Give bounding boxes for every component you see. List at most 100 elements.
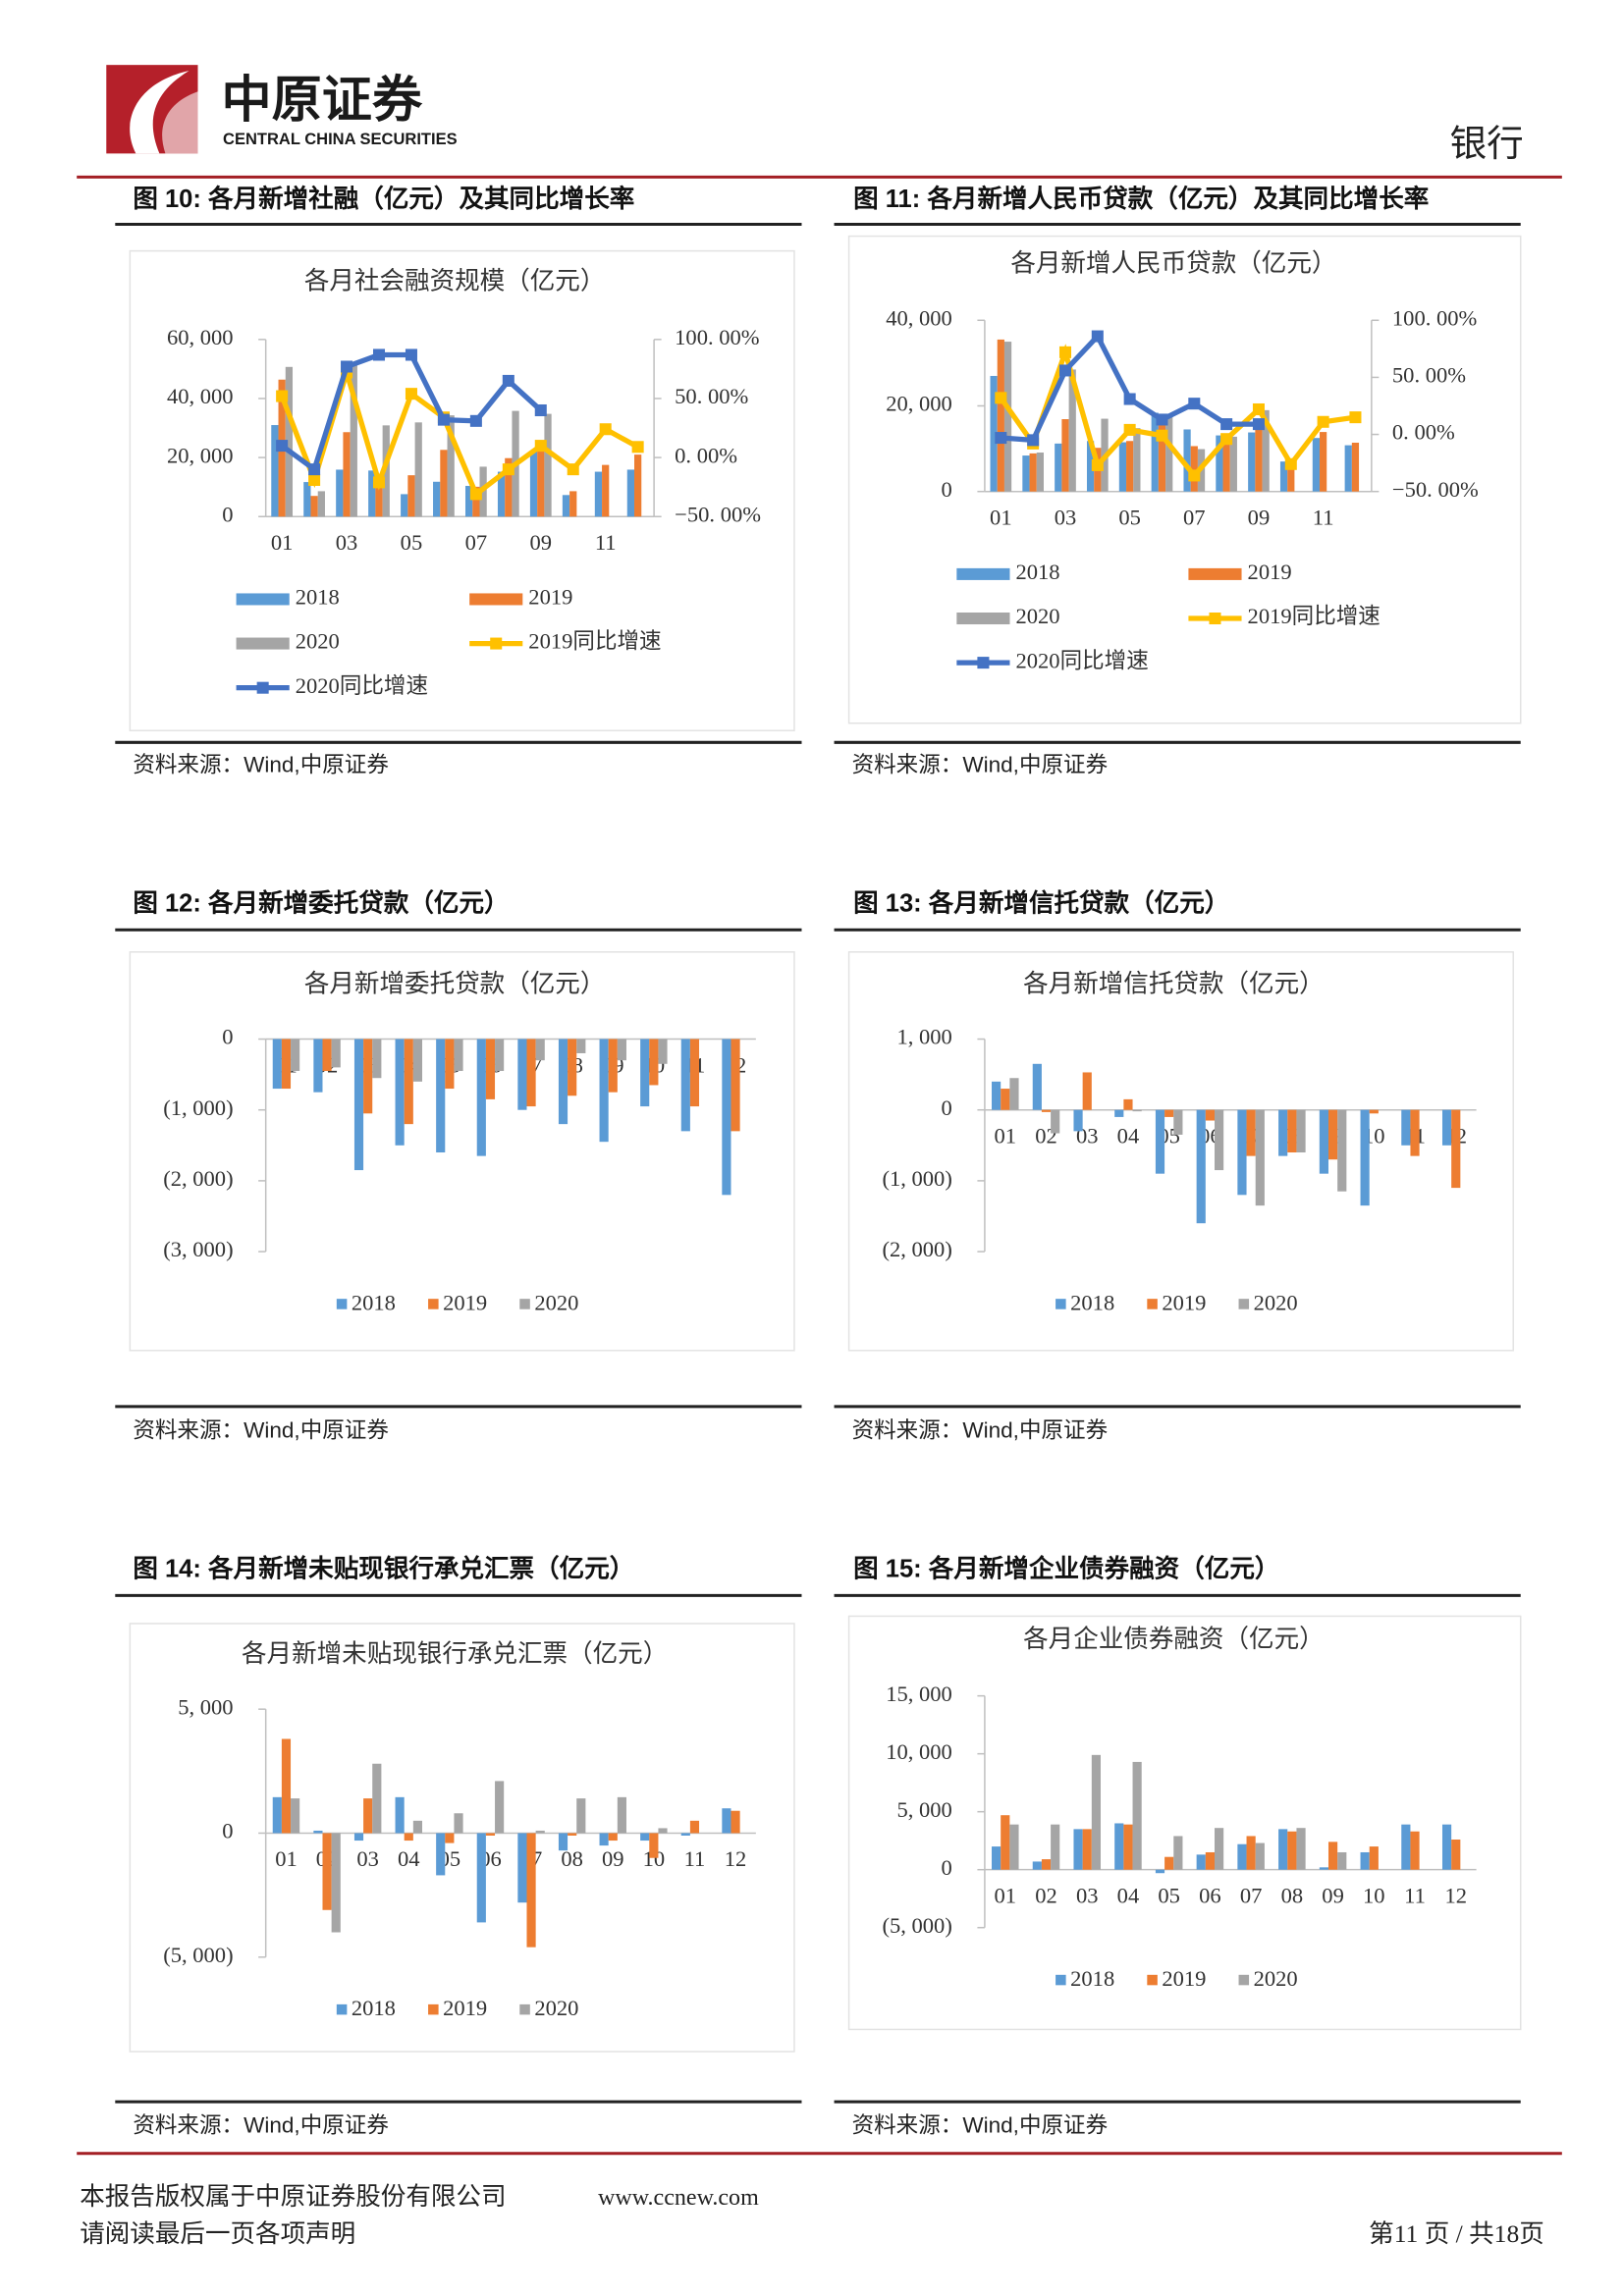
bar (1369, 1109, 1379, 1114)
bar (322, 1833, 332, 1910)
legend-swatch (1188, 567, 1242, 580)
bar (472, 486, 480, 517)
bar (1164, 1856, 1174, 1870)
x-tick-label: 07 (465, 530, 488, 555)
figure-caption: 图 11: 各月新增人民币贷款（亿元）及其同比增长率 (853, 185, 1429, 213)
figure-caption: 图 12: 各月新增委托贷款（亿元） (133, 888, 509, 917)
legend-label: 2019 (443, 1290, 487, 1314)
bar (1401, 1824, 1411, 1870)
line-series (279, 363, 639, 499)
bar (990, 375, 998, 492)
y2-tick-label: 50. 00% (1392, 363, 1466, 388)
x-tick-label: 05 (1118, 505, 1141, 529)
bar (1009, 1078, 1019, 1110)
chart-title: 各月社会融资规模（亿元） (304, 267, 606, 295)
bar (608, 1039, 618, 1093)
line-marker (276, 440, 289, 453)
bar (1337, 1851, 1347, 1870)
bar (285, 366, 294, 517)
bar (1287, 462, 1295, 492)
bar (1032, 1861, 1042, 1870)
line-marker (1091, 330, 1104, 343)
bar (1082, 1072, 1092, 1110)
logo-text: 中原证券 (222, 72, 423, 128)
bar (1278, 1829, 1288, 1870)
bar (1262, 409, 1270, 492)
line-marker (405, 348, 417, 361)
bar (626, 469, 635, 517)
chart-title: 各月新增人民币贷款（亿元） (1010, 249, 1336, 278)
bar (558, 1039, 568, 1125)
bar (1073, 1829, 1083, 1870)
bar (599, 1833, 609, 1846)
bar (407, 475, 415, 517)
bar (440, 450, 448, 517)
line-marker (1349, 411, 1362, 424)
bar (464, 485, 473, 517)
x-tick-label: 12 (725, 1846, 747, 1871)
x-tick-label: 10 (1363, 1883, 1385, 1907)
chart-area (847, 951, 1514, 1352)
line-marker (534, 403, 547, 417)
x-tick-label: 11 (595, 530, 617, 555)
chart-title: 各月企业债券融资（亿元） (1023, 1625, 1325, 1653)
bar (1360, 1109, 1370, 1206)
bar (1073, 1109, 1083, 1132)
bar (1369, 1846, 1379, 1870)
bar (1451, 1109, 1461, 1189)
bar (617, 1039, 626, 1061)
bar (722, 1808, 731, 1834)
bar (505, 457, 513, 517)
x-tick-label: 06 (1199, 1883, 1221, 1907)
x-tick-label: 11 (1313, 505, 1334, 529)
line-marker (469, 414, 482, 427)
line-marker (405, 388, 417, 400)
legend-swatch (519, 2003, 530, 2015)
bar (291, 1798, 300, 1834)
bar (535, 1039, 545, 1061)
bar (310, 496, 318, 517)
bar (436, 1833, 446, 1876)
bar (1003, 342, 1012, 492)
x-tick-label: 08 (1281, 1883, 1304, 1907)
chart-area (847, 235, 1522, 724)
x-tick-label: 09 (1248, 505, 1271, 529)
line-marker (567, 463, 579, 476)
bar (433, 481, 441, 517)
legend-label: 2020 (534, 1290, 578, 1314)
legend-label: 2018 (296, 585, 340, 610)
bar (497, 471, 506, 517)
bar (1296, 1109, 1306, 1153)
legend-swatch (428, 1299, 439, 1309)
bar (454, 1813, 463, 1834)
logo-subtext: CENTRAL CHINA SECURITIES (223, 130, 458, 148)
bar (1222, 439, 1230, 492)
legend-label: 2019同比增速 (1248, 604, 1380, 628)
y2-tick-label: −50. 00% (1392, 477, 1479, 502)
logo-swoosh (130, 71, 189, 154)
bar (1151, 412, 1159, 492)
y-tick-label: 60, 000 (167, 325, 234, 349)
figure-source: 资料来源：Wind,中原证券 (133, 2113, 389, 2138)
bar (1344, 445, 1352, 492)
bar (1132, 1761, 1142, 1870)
y2-tick-label: 50. 00% (675, 384, 748, 408)
y-tick-label: (5, 000) (882, 1913, 951, 1938)
chart-title: 各月新增委托贷款（亿元） (304, 969, 606, 997)
y-tick-label: 20, 000 (167, 443, 234, 467)
x-tick-label: 03 (1076, 1883, 1099, 1907)
bar (1320, 432, 1327, 492)
chart-area (847, 1615, 1522, 2031)
line-marker (1058, 346, 1072, 358)
bar (1086, 441, 1095, 492)
figure-caption: 图 10: 各月新增社融（亿元）及其同比增长率 (133, 185, 634, 213)
x-tick-label: 07 (1183, 505, 1206, 529)
bar (992, 1081, 1001, 1110)
bar (1114, 1109, 1124, 1117)
bar (1029, 453, 1037, 492)
y-tick-label: 1, 000 (896, 1025, 951, 1049)
legend-label: 2019同比增速 (528, 629, 661, 654)
bar (485, 1039, 496, 1099)
bar (454, 1039, 463, 1072)
legend-label: 2020 (1015, 604, 1059, 628)
